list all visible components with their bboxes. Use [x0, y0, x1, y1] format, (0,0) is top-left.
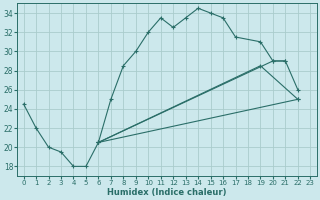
X-axis label: Humidex (Indice chaleur): Humidex (Indice chaleur): [107, 188, 227, 197]
